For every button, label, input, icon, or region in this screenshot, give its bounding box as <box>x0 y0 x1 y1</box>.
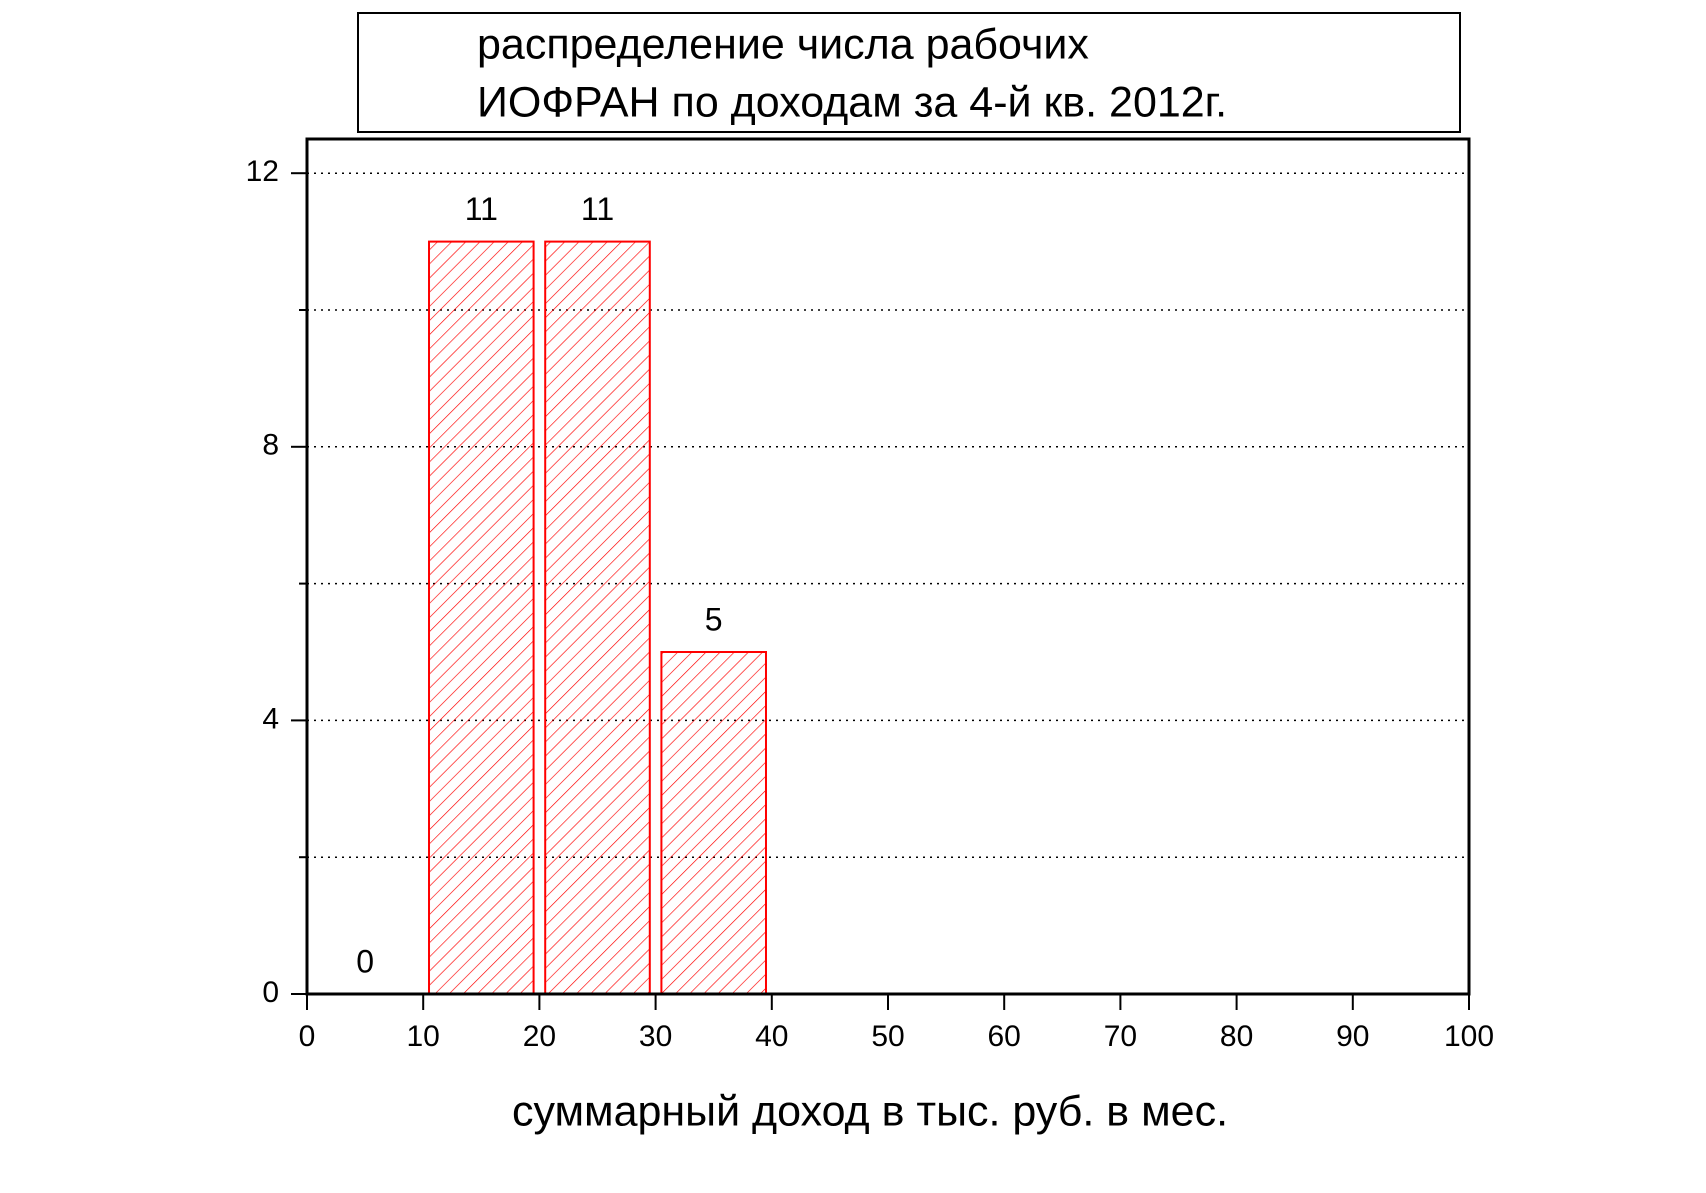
x-tick-label: 90 <box>1336 1020 1369 1053</box>
data-label: 0 <box>356 943 374 979</box>
data-label: 5 <box>705 601 723 637</box>
x-tick-label: 0 <box>299 1020 316 1053</box>
x-tick-label: 10 <box>407 1020 440 1053</box>
data-label: 11 <box>581 191 614 227</box>
bar <box>544 240 651 996</box>
y-tick-label: 0 <box>262 976 279 1009</box>
plot-frame <box>305 137 1471 996</box>
x-tick-label: 70 <box>1104 1020 1137 1053</box>
x-tick-label: 100 <box>1444 1020 1494 1053</box>
x-tick-label: 30 <box>639 1020 672 1053</box>
bar <box>428 240 535 996</box>
x-tick-label: 80 <box>1220 1020 1253 1053</box>
x-tick-label: 60 <box>988 1020 1021 1053</box>
x-tick-label: 20 <box>523 1020 556 1053</box>
x-axis-label: суммарный доход в тыс. руб. в мес. <box>512 1087 1228 1135</box>
chart-title-line: распределение числа рабочих <box>477 20 1089 68</box>
y-tick-label: 4 <box>262 702 279 735</box>
x-tick-label: 40 <box>755 1020 788 1053</box>
y-tick-label: 12 <box>246 155 279 188</box>
data-label: 11 <box>465 191 498 227</box>
chart-title-line: ИОФРАН по доходам за 4-й кв. 2012г. <box>477 78 1227 126</box>
bar <box>660 651 767 995</box>
title-box <box>357 12 1461 133</box>
y-tick-label: 8 <box>262 429 279 462</box>
x-tick-label: 50 <box>871 1020 904 1053</box>
